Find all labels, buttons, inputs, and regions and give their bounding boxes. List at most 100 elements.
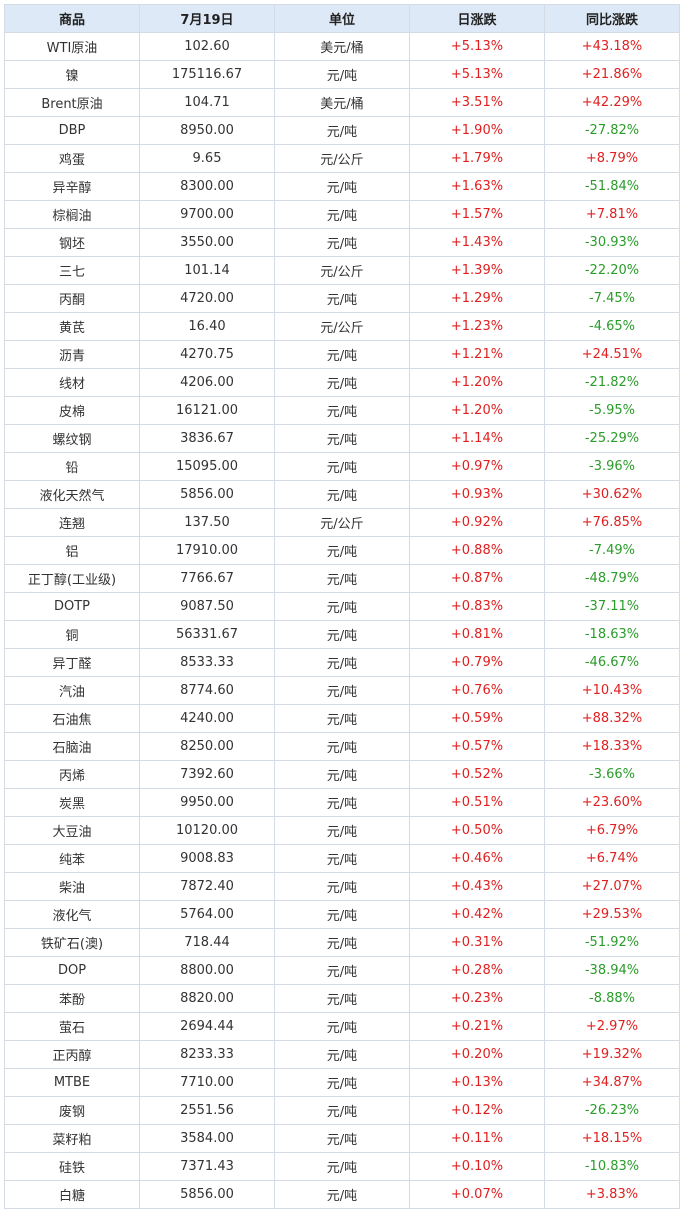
header-date-price: 7月19日 (139, 4, 275, 33)
table-row: DOTP 9087.50 元/吨 +0.83% -37.11% (4, 592, 680, 621)
unit-cell: 元/吨 (274, 200, 410, 229)
header-yoy-change: 同比涨跌 (544, 4, 680, 33)
unit-cell: 元/吨 (274, 872, 410, 901)
table-row: 汽油 8774.60 元/吨 +0.76% +10.43% (4, 676, 680, 705)
table-row: 石油焦 4240.00 元/吨 +0.59% +88.32% (4, 704, 680, 733)
daily-change-cell: +1.43% (409, 228, 545, 257)
commodity-name-cell: DOTP (4, 592, 140, 621)
price-cell: 2694.44 (139, 1012, 275, 1041)
price-cell: 718.44 (139, 928, 275, 957)
table-row: 异丁醛 8533.33 元/吨 +0.79% -46.67% (4, 648, 680, 677)
unit-cell: 元/吨 (274, 928, 410, 957)
commodity-name-cell: DBP (4, 116, 140, 145)
price-cell: 7766.67 (139, 564, 275, 593)
header-row: 商品 7月19日 单位 日涨跌 同比涨跌 (4, 4, 680, 33)
price-cell: 7710.00 (139, 1068, 275, 1097)
price-cell: 175116.67 (139, 60, 275, 89)
daily-change-cell: +0.76% (409, 676, 545, 705)
daily-change-cell: +1.39% (409, 256, 545, 285)
commodity-name-cell: 连翘 (4, 508, 140, 537)
yoy-change-cell: +42.29% (544, 88, 680, 117)
daily-change-cell: +0.46% (409, 844, 545, 873)
unit-cell: 元/吨 (274, 1124, 410, 1153)
yoy-change-cell: -51.92% (544, 928, 680, 957)
table-row: 废钢 2551.56 元/吨 +0.12% -26.23% (4, 1096, 680, 1125)
daily-change-cell: +0.23% (409, 984, 545, 1013)
table-row: 硅铁 7371.43 元/吨 +0.10% -10.83% (4, 1152, 680, 1181)
daily-change-cell: +1.20% (409, 396, 545, 425)
unit-cell: 元/吨 (274, 984, 410, 1013)
price-cell: 10120.00 (139, 816, 275, 845)
header-daily-change: 日涨跌 (409, 4, 545, 33)
yoy-change-cell: -3.96% (544, 452, 680, 481)
commodity-name-cell: 大豆油 (4, 816, 140, 845)
price-cell: 8233.33 (139, 1040, 275, 1069)
unit-cell: 元/公斤 (274, 144, 410, 173)
yoy-change-cell: +18.33% (544, 732, 680, 761)
price-cell: 8533.33 (139, 648, 275, 677)
unit-cell: 元/公斤 (274, 256, 410, 285)
table-row: 正丙醇 8233.33 元/吨 +0.20% +19.32% (4, 1040, 680, 1069)
table-row: 钢坯 3550.00 元/吨 +1.43% -30.93% (4, 228, 680, 257)
table-row: 苯酚 8820.00 元/吨 +0.23% -8.88% (4, 984, 680, 1013)
table-row: 液化气 5764.00 元/吨 +0.42% +29.53% (4, 900, 680, 929)
commodity-name-cell: 液化气 (4, 900, 140, 929)
daily-change-cell: +0.93% (409, 480, 545, 509)
unit-cell: 元/吨 (274, 424, 410, 453)
daily-change-cell: +0.42% (409, 900, 545, 929)
price-cell: 8950.00 (139, 116, 275, 145)
unit-cell: 美元/桶 (274, 88, 410, 117)
yoy-change-cell: +6.74% (544, 844, 680, 873)
daily-change-cell: +0.92% (409, 508, 545, 537)
yoy-change-cell: +19.32% (544, 1040, 680, 1069)
unit-cell: 元/吨 (274, 340, 410, 369)
unit-cell: 元/吨 (274, 788, 410, 817)
table-body: WTI原油 102.60 美元/桶 +5.13% +43.18% 镍 175116.67 元/… (4, 32, 680, 1209)
unit-cell: 元/吨 (274, 368, 410, 397)
commodity-name-cell: 线材 (4, 368, 140, 397)
table-row: Brent原油 104.71 美元/桶 +3.51% +42.29% (4, 88, 680, 117)
commodity-name-cell: 铁矿石(澳) (4, 928, 140, 957)
daily-change-cell: +1.79% (409, 144, 545, 173)
yoy-change-cell: +2.97% (544, 1012, 680, 1041)
unit-cell: 元/吨 (274, 760, 410, 789)
daily-change-cell: +0.81% (409, 620, 545, 649)
unit-cell: 元/吨 (274, 60, 410, 89)
price-cell: 3584.00 (139, 1124, 275, 1153)
commodity-name-cell: 鸡蛋 (4, 144, 140, 173)
commodity-name-cell: 汽油 (4, 676, 140, 705)
commodity-name-cell: 异辛醇 (4, 172, 140, 201)
commodity-name-cell: 钢坯 (4, 228, 140, 257)
commodity-name-cell: 苯酚 (4, 984, 140, 1013)
commodity-name-cell: 纯苯 (4, 844, 140, 873)
daily-change-cell: +1.20% (409, 368, 545, 397)
commodity-name-cell: MTBE (4, 1068, 140, 1097)
price-cell: 17910.00 (139, 536, 275, 565)
commodity-name-cell: 铅 (4, 452, 140, 481)
commodity-name-cell: 正丙醇 (4, 1040, 140, 1069)
yoy-change-cell: -38.94% (544, 956, 680, 985)
unit-cell: 元/吨 (274, 956, 410, 985)
daily-change-cell: +0.52% (409, 760, 545, 789)
yoy-change-cell: -3.66% (544, 760, 680, 789)
price-cell: 8250.00 (139, 732, 275, 761)
daily-change-cell: +0.83% (409, 592, 545, 621)
daily-change-cell: +0.20% (409, 1040, 545, 1069)
table-row: 萤石 2694.44 元/吨 +0.21% +2.97% (4, 1012, 680, 1041)
table-row: 镍 175116.67 元/吨 +5.13% +21.86% (4, 60, 680, 89)
daily-change-cell: +0.50% (409, 816, 545, 845)
table-row: 鸡蛋 9.65 元/公斤 +1.79% +8.79% (4, 144, 680, 173)
price-cell: 3836.67 (139, 424, 275, 453)
daily-change-cell: +0.12% (409, 1096, 545, 1125)
table-row: 丙酮 4720.00 元/吨 +1.29% -7.45% (4, 284, 680, 313)
price-cell: 9.65 (139, 144, 275, 173)
price-cell: 102.60 (139, 32, 275, 61)
commodity-price-table: 商品 7月19日 单位 日涨跌 同比涨跌 WTI原油 102.60 美元/桶 +5.1… (4, 4, 680, 1209)
yoy-change-cell: +27.07% (544, 872, 680, 901)
commodity-name-cell: 废钢 (4, 1096, 140, 1125)
table-row: MTBE 7710.00 元/吨 +0.13% +34.87% (4, 1068, 680, 1097)
price-cell: 9950.00 (139, 788, 275, 817)
table-row: 三七 101.14 元/公斤 +1.39% -22.20% (4, 256, 680, 285)
yoy-change-cell: -7.45% (544, 284, 680, 313)
daily-change-cell: +0.13% (409, 1068, 545, 1097)
